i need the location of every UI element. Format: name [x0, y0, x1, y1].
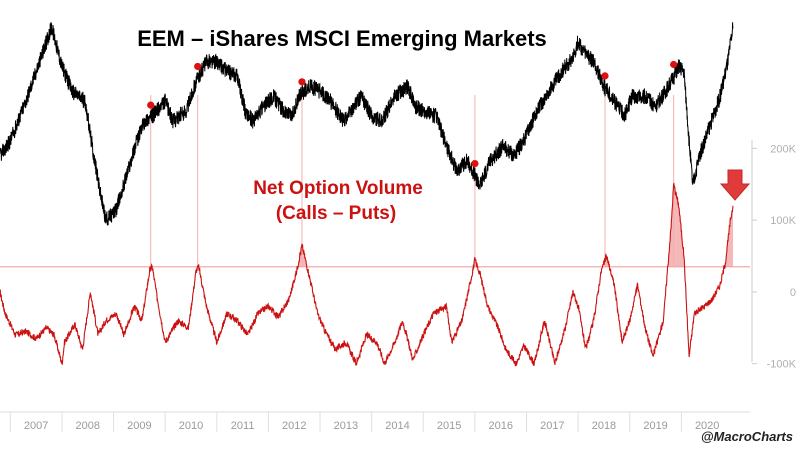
credit-label: @MacroCharts	[701, 429, 793, 444]
series-layer	[0, 22, 734, 367]
right-axis-tick-label: 200K	[770, 143, 796, 155]
x-axis-year-label: 2019	[643, 420, 667, 432]
x-axis-year-label: 2012	[282, 420, 306, 432]
subtitle-line-2: (Calls – Puts)	[276, 203, 396, 224]
x-axis-year-label: 2009	[127, 420, 151, 432]
x-axis-year-label: 2016	[488, 420, 512, 432]
x-axis-year-label: 2017	[540, 420, 564, 432]
signal-dot	[670, 60, 678, 69]
signal-dot	[471, 159, 479, 168]
x-axis-year-label: 2007	[24, 420, 48, 432]
right-axis-tick-label: -100K	[767, 359, 797, 371]
axes-layer: 200K 100K 0 -100K 2007 2008 2009 2010 2011 2012 20…	[0, 140, 797, 432]
x-axis-year-label: 2010	[179, 420, 203, 432]
net-option-volume-line	[0, 182, 734, 367]
right-axis-tick-label: 100K	[770, 215, 796, 227]
x-axis-year-label: 2020	[695, 420, 719, 432]
current-reading-arrow	[719, 169, 751, 201]
eem-price-line	[0, 22, 734, 226]
signal-lines-layer	[150, 95, 675, 267]
x-axis-year-label: 2015	[437, 420, 461, 432]
right-axis-tick-label: 0	[790, 287, 796, 299]
signal-dot	[298, 78, 306, 86]
threshold-excess-fill	[667, 183, 685, 267]
x-axis-year-label: 2011	[231, 420, 255, 432]
markers-layer	[147, 60, 751, 201]
chart-title: EEM – iShares MSCI Emerging Markets	[137, 26, 547, 51]
x-axis-year-label: 2018	[592, 420, 616, 432]
signal-dot	[147, 101, 155, 109]
signal-dot	[601, 72, 609, 80]
x-axis-year-label: 2008	[76, 420, 100, 432]
x-axis-year-label: 2013	[334, 420, 358, 432]
subtitle-line-1: Net Option Volume	[253, 178, 423, 199]
x-axis-year-label: 2014	[385, 420, 409, 432]
signal-dot	[194, 62, 202, 71]
threshold-excess-fill	[298, 244, 307, 267]
